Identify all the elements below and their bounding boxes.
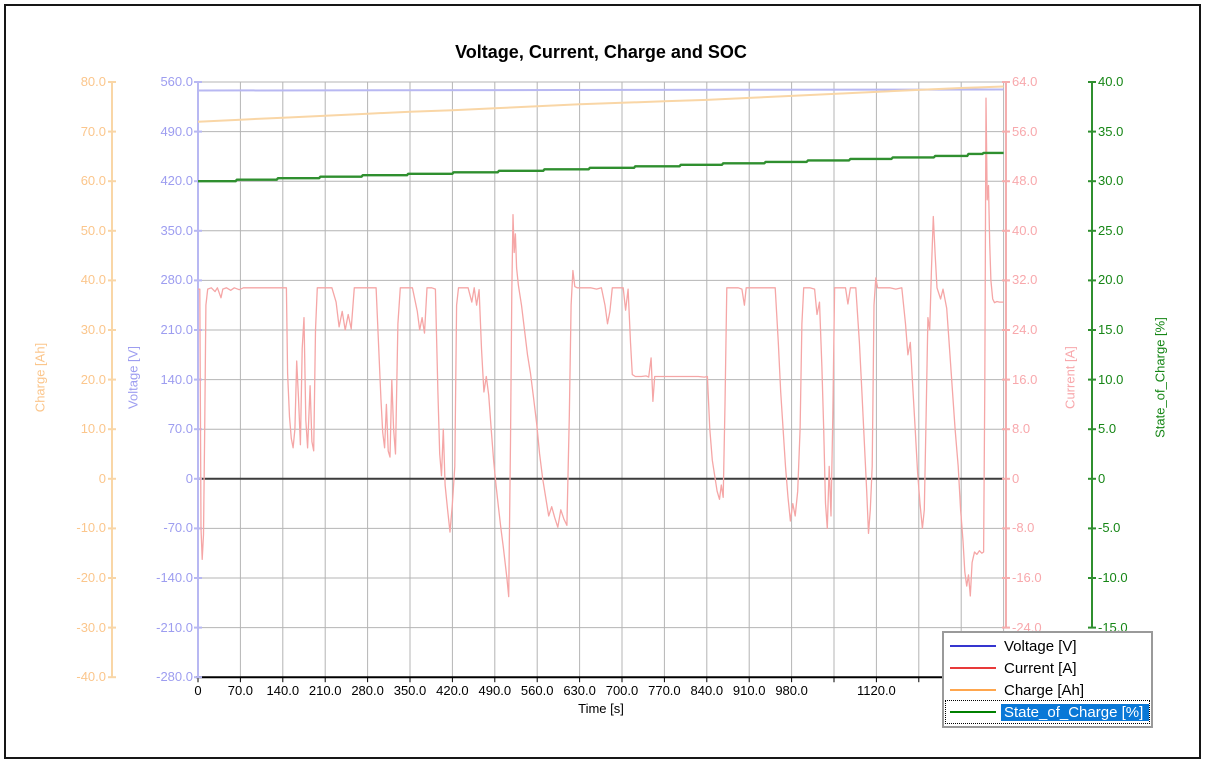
tick-label-current: 48.0 xyxy=(1012,173,1038,189)
axis-title-soc: State_of_Charge [%] xyxy=(1152,317,1168,438)
chart-title: Voltage, Current, Charge and SOC xyxy=(455,42,747,62)
legend-item-state_of_charge[interactable]: State_of_Charge [%] xyxy=(945,700,1150,724)
tick-label-voltage: 350.0 xyxy=(160,222,193,238)
tick-label-soc: 5.0 xyxy=(1098,421,1117,437)
x-tick-label: 210.0 xyxy=(308,683,342,698)
tick-label-charge: -40.0 xyxy=(76,669,106,685)
tick-label-soc: 10.0 xyxy=(1098,371,1124,387)
tick-label-current: -16.0 xyxy=(1012,570,1042,585)
tick-label-charge: 80.0 xyxy=(80,74,106,89)
x-tick-label: 980.0 xyxy=(775,683,808,698)
tick-label-soc: 0 xyxy=(1098,470,1106,486)
x-tick-label: 630.0 xyxy=(563,683,596,698)
tick-label-soc: -10.0 xyxy=(1098,570,1128,585)
x-tick-label: 140.0 xyxy=(266,683,300,698)
tick-label-soc: 20.0 xyxy=(1098,272,1124,288)
tick-label-voltage: -140.0 xyxy=(156,570,193,585)
tick-label-current: 8.0 xyxy=(1012,421,1031,437)
tick-label-voltage: 0 xyxy=(185,470,193,486)
tick-label-voltage: 560.0 xyxy=(160,74,193,89)
legend-item-charge[interactable]: Charge [Ah] xyxy=(946,679,1149,701)
tick-label-voltage: 70.0 xyxy=(167,421,193,437)
tick-label-charge: -20.0 xyxy=(76,570,106,585)
tick-label-charge: 70.0 xyxy=(80,123,106,139)
tick-label-charge: 20.0 xyxy=(80,371,106,387)
tick-label-current: 64.0 xyxy=(1012,74,1038,89)
axis-title-voltage: Voltage [V] xyxy=(125,346,141,409)
tick-label-charge: -30.0 xyxy=(76,619,106,635)
legend-item-voltage[interactable]: Voltage [V] xyxy=(946,635,1149,657)
legend-label: Charge [Ah] xyxy=(1004,681,1085,699)
x-tick-label: 280.0 xyxy=(351,683,384,698)
x-tick-label: 1120.0 xyxy=(856,683,896,698)
x-tick-label: 70.0 xyxy=(227,683,254,698)
x-tick-label: 560.0 xyxy=(520,683,554,698)
tick-label-soc: 25.0 xyxy=(1098,222,1124,238)
series-line-voltage xyxy=(197,88,1004,92)
x-tick-label: 490.0 xyxy=(478,683,512,698)
series-line-charge xyxy=(197,85,1004,123)
tick-label-charge: 60.0 xyxy=(80,173,106,189)
x-tick-label: 770.0 xyxy=(648,683,681,698)
tick-label-voltage: 140.0 xyxy=(160,371,193,387)
tick-label-current: 40.0 xyxy=(1012,222,1038,238)
tick-label-current: 24.0 xyxy=(1012,322,1038,337)
x-tick-label: 840.0 xyxy=(690,683,724,698)
tick-label-voltage: 210.0 xyxy=(160,322,193,337)
tick-label-current: 56.0 xyxy=(1012,123,1038,139)
tick-label-voltage: 490.0 xyxy=(160,123,193,139)
tick-label-voltage: 280.0 xyxy=(160,272,193,288)
legend-swatch-line xyxy=(950,711,996,713)
tick-label-charge: 30.0 xyxy=(80,322,106,337)
legend-label: Current [A] xyxy=(1004,659,1077,677)
tick-label-voltage: -210.0 xyxy=(156,619,193,635)
tick-label-current: 0 xyxy=(1012,470,1020,486)
tick-label-soc: 30.0 xyxy=(1098,173,1124,189)
axis-title-charge: Charge [Ah] xyxy=(32,342,48,413)
x-tick-label: 0 xyxy=(194,683,202,698)
tick-label-charge: 0 xyxy=(98,470,106,486)
tick-label-voltage: 420.0 xyxy=(160,173,193,189)
tick-label-current: -24.0 xyxy=(1012,619,1042,635)
series-line-current xyxy=(198,97,1004,598)
tick-label-charge: 10.0 xyxy=(80,421,106,437)
tick-label-current: -8.0 xyxy=(1012,520,1035,536)
tick-label-current: 16.0 xyxy=(1012,371,1038,387)
x-axis-title: Time [s] xyxy=(578,701,624,716)
tick-label-soc: -15.0 xyxy=(1098,619,1128,635)
tick-label-voltage: -70.0 xyxy=(163,520,193,536)
legend-swatch-line xyxy=(950,689,996,691)
tick-label-soc: 15.0 xyxy=(1098,322,1124,337)
x-tick-label: 420.0 xyxy=(436,683,469,698)
legend-swatch-line xyxy=(950,645,996,647)
tick-label-soc: 35.0 xyxy=(1098,123,1124,139)
window-frame xyxy=(4,4,1201,759)
tick-label-charge: -10.0 xyxy=(76,520,106,536)
axis-title-current: Current [A] xyxy=(1062,346,1078,409)
tick-label-voltage: -280.0 xyxy=(156,669,193,685)
x-tick-label: 350.0 xyxy=(393,683,427,698)
legend-label: State_of_Charge [%] xyxy=(1001,703,1149,721)
tick-label-charge: 50.0 xyxy=(80,222,106,238)
tick-label-soc: -5.0 xyxy=(1098,520,1121,536)
legend-label: Voltage [V] xyxy=(1004,637,1077,655)
legend-box: Voltage [V] Current [A] Charge [Ah] State_o… xyxy=(942,631,1153,728)
series-line-soc xyxy=(198,151,1004,183)
legend-item-current[interactable]: Current [A] xyxy=(946,657,1149,679)
tick-label-charge: 40.0 xyxy=(80,272,106,288)
x-tick-label: 910.0 xyxy=(732,683,766,698)
x-tick-label: 700.0 xyxy=(605,683,639,698)
legend-swatch-line xyxy=(950,667,996,669)
tick-label-current: 32.0 xyxy=(1012,272,1038,288)
tick-label-soc: 40.0 xyxy=(1098,74,1124,89)
